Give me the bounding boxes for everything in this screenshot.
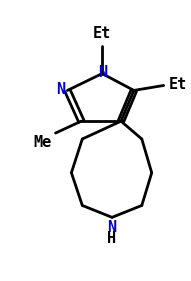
Text: Et: Et (169, 77, 187, 92)
Text: H: H (108, 231, 117, 246)
Text: N: N (108, 220, 117, 235)
Text: Et: Et (93, 26, 111, 41)
Text: N: N (99, 65, 108, 80)
Text: Me: Me (33, 135, 52, 150)
Text: N: N (56, 82, 66, 97)
